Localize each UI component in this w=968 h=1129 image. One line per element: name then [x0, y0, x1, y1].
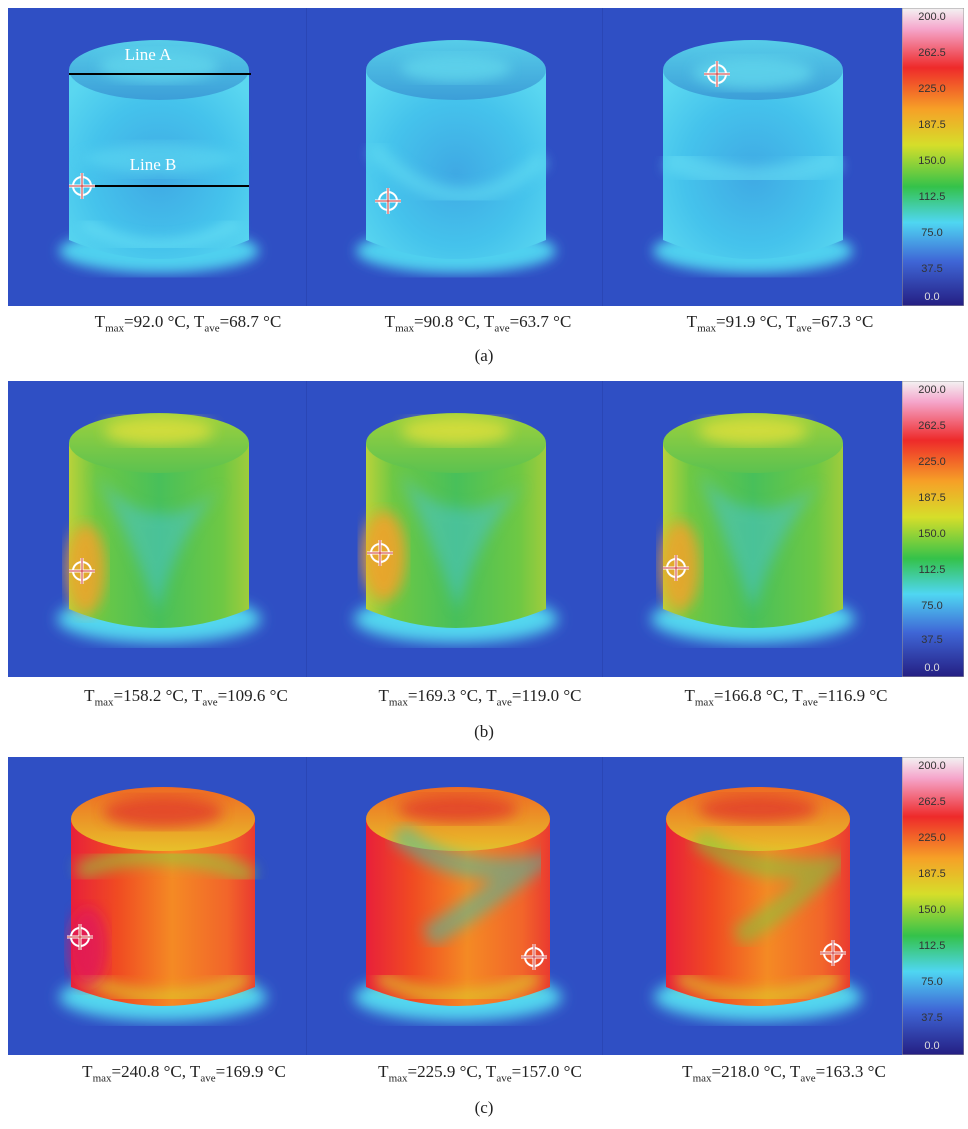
scale-tick: 262.5 [918, 47, 946, 59]
scale-tick: 75.0 [921, 227, 942, 239]
cylinder-c1 [59, 787, 267, 1021]
caption: Tmax=218.0 °C, Tave=163.3 °C [682, 1062, 886, 1085]
crosshair-marker-icon [367, 540, 393, 566]
scale-tick: 112.5 [919, 191, 946, 203]
scale-tick: 187.5 [918, 868, 946, 880]
scale-tick: 187.5 [918, 492, 946, 504]
scale-tick: 112.5 [919, 940, 946, 952]
panel-label-c: (c) [474, 1098, 494, 1117]
caption: Tmax=169.3 °C, Tave=119.0 °C [378, 686, 582, 709]
caption-row-c: Tmax=240.8 °C, Tave=169.9 °C Tmax=225.9 … [0, 1062, 968, 1086]
cylinder-c2 [354, 787, 566, 1021]
scale-tick: 37.5 [921, 1012, 942, 1024]
scale-tick: 225.0 [918, 456, 946, 468]
color-scale-bar-c: 200.0 262.5 225.0 187.5 150.0 112.5 75.0… [901, 756, 965, 1056]
cylinder-a1: Line A Line B [59, 40, 259, 273]
cylinder-b1 [57, 413, 261, 643]
scale-tick: 0.0 [924, 291, 939, 303]
scale-tick: 75.0 [921, 976, 942, 988]
scale-tick: 0.0 [924, 1040, 939, 1052]
crosshair-marker-icon [69, 558, 95, 584]
caption: Tmax=225.9 °C, Tave=157.0 °C [378, 1062, 582, 1085]
caption: Tmax=240.8 °C, Tave=169.9 °C [82, 1062, 286, 1085]
crosshair-marker-icon [375, 188, 401, 214]
color-scale-bar-b: 200.0 262.5 225.0 187.5 150.0 112.5 75.0… [901, 380, 965, 678]
caption: Tmax=92.0 °C, Tave=68.7 °C [94, 312, 282, 335]
scale-tick: 150.0 [918, 155, 946, 167]
crosshair-marker-icon [663, 555, 689, 581]
line-b-label: Line B [130, 155, 177, 174]
crosshair-marker-icon [704, 61, 730, 87]
crosshair-marker-icon [69, 173, 95, 199]
scale-tick: 225.0 [918, 83, 946, 95]
caption-row-b: Tmax=158.2 °C, Tave=109.6 °C Tmax=169.3 … [0, 686, 968, 710]
scale-tick: 150.0 [918, 528, 946, 540]
thermal-image-row-b [8, 381, 902, 677]
scale-tick: 37.5 [921, 263, 942, 275]
scale-tick: 112.5 [919, 564, 946, 576]
scale-tick: 200.0 [918, 11, 946, 23]
panel-label-b: (b) [474, 722, 494, 741]
cylinder-c3 [654, 787, 862, 1021]
crosshair-marker-icon [521, 944, 547, 970]
caption: Tmax=90.8 °C, Tave=63.7 °C [384, 312, 572, 335]
cylinder-b2 [354, 413, 558, 643]
cylinder-b3 [651, 413, 855, 643]
scale-tick: 187.5 [918, 119, 946, 131]
panel-label-a: (a) [474, 346, 494, 365]
crosshair-marker-icon [67, 924, 93, 950]
caption: Tmax=158.2 °C, Tave=109.6 °C [84, 686, 288, 709]
scale-tick: 225.0 [918, 832, 946, 844]
cylinder-a2 [356, 40, 556, 273]
caption: Tmax=91.9 °C, Tave=67.3 °C [686, 312, 874, 335]
line-a-label: Line A [125, 45, 172, 64]
cylinder-a3 [653, 40, 853, 273]
scale-tick: 0.0 [924, 662, 939, 674]
scale-tick: 75.0 [921, 600, 942, 612]
color-scale-bar-a: 200.0 262.5 225.0 187.5 150.0 112.5 75.0… [901, 7, 965, 307]
thermal-image-row-c [8, 757, 902, 1055]
crosshair-marker-icon [820, 940, 846, 966]
scale-tick: 37.5 [921, 634, 942, 646]
scale-tick: 262.5 [918, 796, 946, 808]
scale-tick: 262.5 [918, 420, 946, 432]
scale-tick: 200.0 [918, 384, 946, 396]
thermal-image-row-a: Line A Line B [8, 8, 902, 306]
scale-tick: 200.0 [918, 760, 946, 772]
caption-row-a: Tmax=92.0 °C, Tave=68.7 °C Tmax=90.8 °C,… [0, 312, 968, 336]
scale-tick: 150.0 [918, 904, 946, 916]
caption: Tmax=166.8 °C, Tave=116.9 °C [684, 686, 888, 709]
